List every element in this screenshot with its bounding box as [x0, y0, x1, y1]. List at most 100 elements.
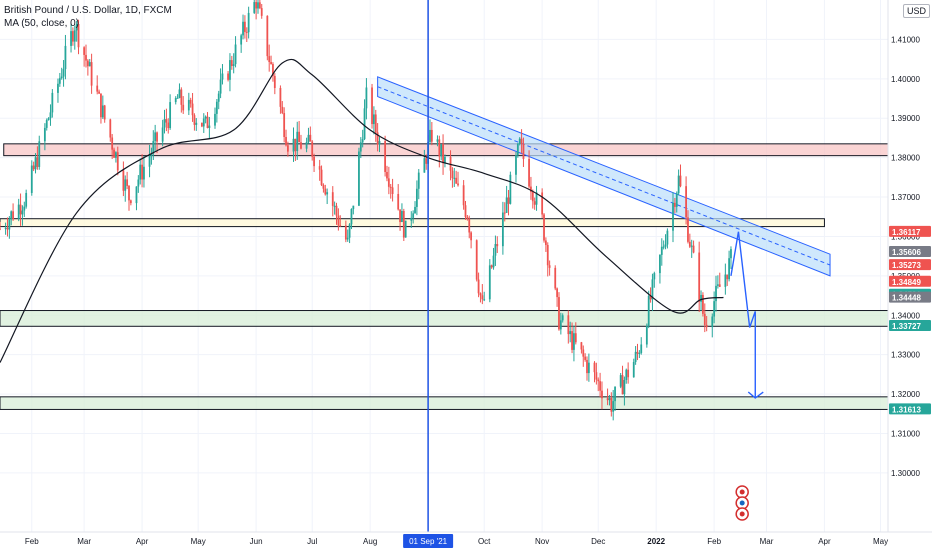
candle-body	[135, 186, 138, 204]
time-tick-label: Dec	[591, 537, 605, 546]
candle-body	[410, 217, 413, 221]
candle-body	[109, 119, 112, 138]
candle-body	[402, 211, 405, 238]
candle-body	[128, 185, 130, 201]
candle-body	[309, 134, 312, 142]
candle-body	[344, 225, 347, 240]
candle-body	[520, 138, 523, 144]
candle-body	[606, 398, 609, 401]
candle-body	[673, 202, 676, 207]
candles	[0, 0, 732, 421]
candle-body	[417, 172, 420, 189]
price-tick-label: 1.33000	[891, 351, 920, 360]
candle-body	[311, 141, 314, 157]
candle-body	[350, 209, 353, 225]
candle-body	[333, 205, 336, 207]
candle-body	[365, 87, 368, 109]
time-axis[interactable]: Feb Mar Apr May Jun Jul Aug Oct Nov Dec 2022 Feb Mar…	[0, 531, 932, 550]
currency-badge[interactable]: USD	[903, 4, 931, 18]
candle-body	[257, 2, 259, 9]
candle-body	[515, 155, 517, 175]
candle-body	[625, 369, 628, 381]
candle-body	[122, 170, 125, 191]
candle-body	[169, 102, 172, 129]
price-axis[interactable]: 1.300001.310001.320001.330001.340001.350…	[887, 0, 932, 532]
price-tick-label: 1.40000	[891, 75, 920, 84]
candle-body	[688, 241, 691, 247]
candle-body	[378, 141, 381, 145]
candle-body	[401, 211, 403, 223]
candle-body	[230, 60, 233, 67]
candle-body	[702, 294, 704, 314]
time-tick-label: Mar	[760, 537, 774, 546]
indicator-label: MA (50, close, 0)	[4, 18, 80, 29]
candle-body	[580, 342, 583, 350]
event-icon[interactable]	[735, 485, 749, 521]
candle-body	[96, 85, 99, 92]
candle-body	[582, 349, 585, 357]
candle-body	[718, 284, 721, 287]
candle-body	[32, 165, 35, 170]
candle-body	[601, 390, 603, 399]
candle-body	[111, 137, 114, 150]
candle-body	[548, 265, 551, 268]
candle-body	[543, 214, 545, 241]
candle-body	[490, 265, 493, 268]
candle-body	[470, 232, 473, 241]
projection-arrowhead	[747, 391, 764, 399]
candle-body	[57, 83, 59, 93]
candle-body	[488, 265, 491, 300]
candle-body	[113, 149, 115, 158]
candle-body	[569, 331, 572, 335]
candle-body	[503, 212, 506, 214]
candle-body	[507, 197, 510, 204]
candle-body	[530, 186, 532, 192]
price-tag-label: 1.34448	[892, 294, 921, 303]
candle-body	[4, 227, 7, 229]
candle-body	[137, 179, 140, 187]
price-tick-label: 1.36000	[891, 232, 920, 241]
candle-body	[23, 206, 26, 211]
candle-body	[296, 131, 299, 152]
price-tag-label: 1.35273	[892, 261, 921, 270]
candle-body	[535, 192, 538, 205]
candle-body	[438, 139, 441, 157]
price-tick-label: 1.41000	[891, 35, 920, 44]
candle-body	[634, 351, 637, 362]
candle-body	[148, 156, 151, 167]
candle-body	[154, 132, 157, 141]
trend-channel[interactable]	[377, 76, 831, 277]
candle-body	[318, 166, 321, 170]
projection-path[interactable]	[730, 231, 764, 399]
candle-body	[705, 324, 708, 328]
crosshair-date-label: 01 Sep '21	[409, 537, 448, 546]
candle-body	[556, 288, 559, 298]
candle-body	[167, 122, 170, 129]
candle-body	[479, 293, 482, 296]
candle-body	[75, 24, 78, 31]
time-axis-bg	[0, 532, 932, 550]
candle-body	[156, 132, 158, 142]
candle-body	[279, 87, 282, 107]
candle-body	[659, 254, 661, 274]
time-tick-label: Mar	[77, 537, 91, 546]
zone-resistance	[3, 143, 889, 157]
candle-body	[43, 127, 46, 142]
candle-body	[730, 249, 732, 259]
candle-body	[51, 92, 54, 113]
candle-body	[62, 69, 65, 77]
candle-body	[47, 118, 50, 121]
candle-body	[174, 98, 177, 103]
time-tick-label: May	[191, 537, 206, 546]
price-tick-label: 1.32000	[891, 390, 920, 399]
candle-body	[608, 398, 611, 401]
candle-body	[541, 192, 544, 215]
candle-body	[533, 201, 536, 205]
time-tick-label: May	[873, 537, 888, 546]
candle-body	[294, 138, 297, 152]
candle-body	[86, 60, 89, 67]
candle-body	[240, 35, 243, 45]
candle-body	[389, 186, 392, 188]
candle-body	[481, 295, 484, 300]
